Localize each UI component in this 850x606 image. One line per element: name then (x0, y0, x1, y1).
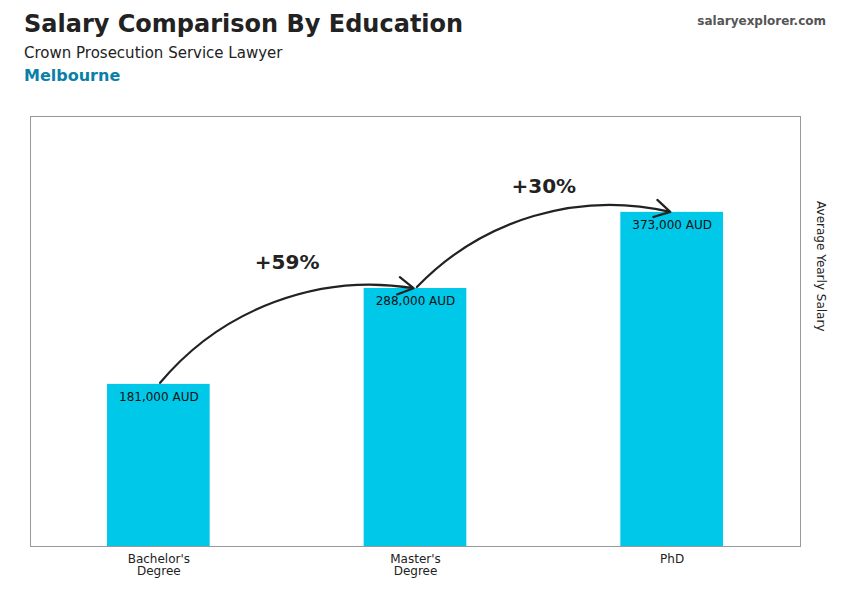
svg-text:373,000 AUD: 373,000 AUD (632, 218, 712, 232)
html-text:Melbourne: Melbourne (24, 66, 121, 85)
svg-text:Average Yearly Salary: Average Yearly Salary (814, 201, 828, 331)
svg-text:181,000 AUD: 181,000 AUD (119, 390, 199, 404)
svg-text:288,000 AUD: 288,000 AUD (376, 294, 456, 308)
svg-text:Master'sDegree: Master'sDegree (390, 552, 441, 578)
svg-text:PhD: PhD (660, 552, 684, 566)
html-text:Crown Prosecution Service Lawy: Crown Prosecution Service Lawyer (24, 44, 283, 62)
html-text:salaryexplorer.com: salaryexplorer.com (697, 14, 826, 28)
svg-text:+30%: +30% (512, 174, 577, 198)
html-text:Salary Comparison By Education: Salary Comparison By Education (24, 10, 464, 38)
svg-text:Bachelor'sDegree: Bachelor'sDegree (128, 552, 190, 578)
svg-text:+59%: +59% (255, 250, 320, 274)
